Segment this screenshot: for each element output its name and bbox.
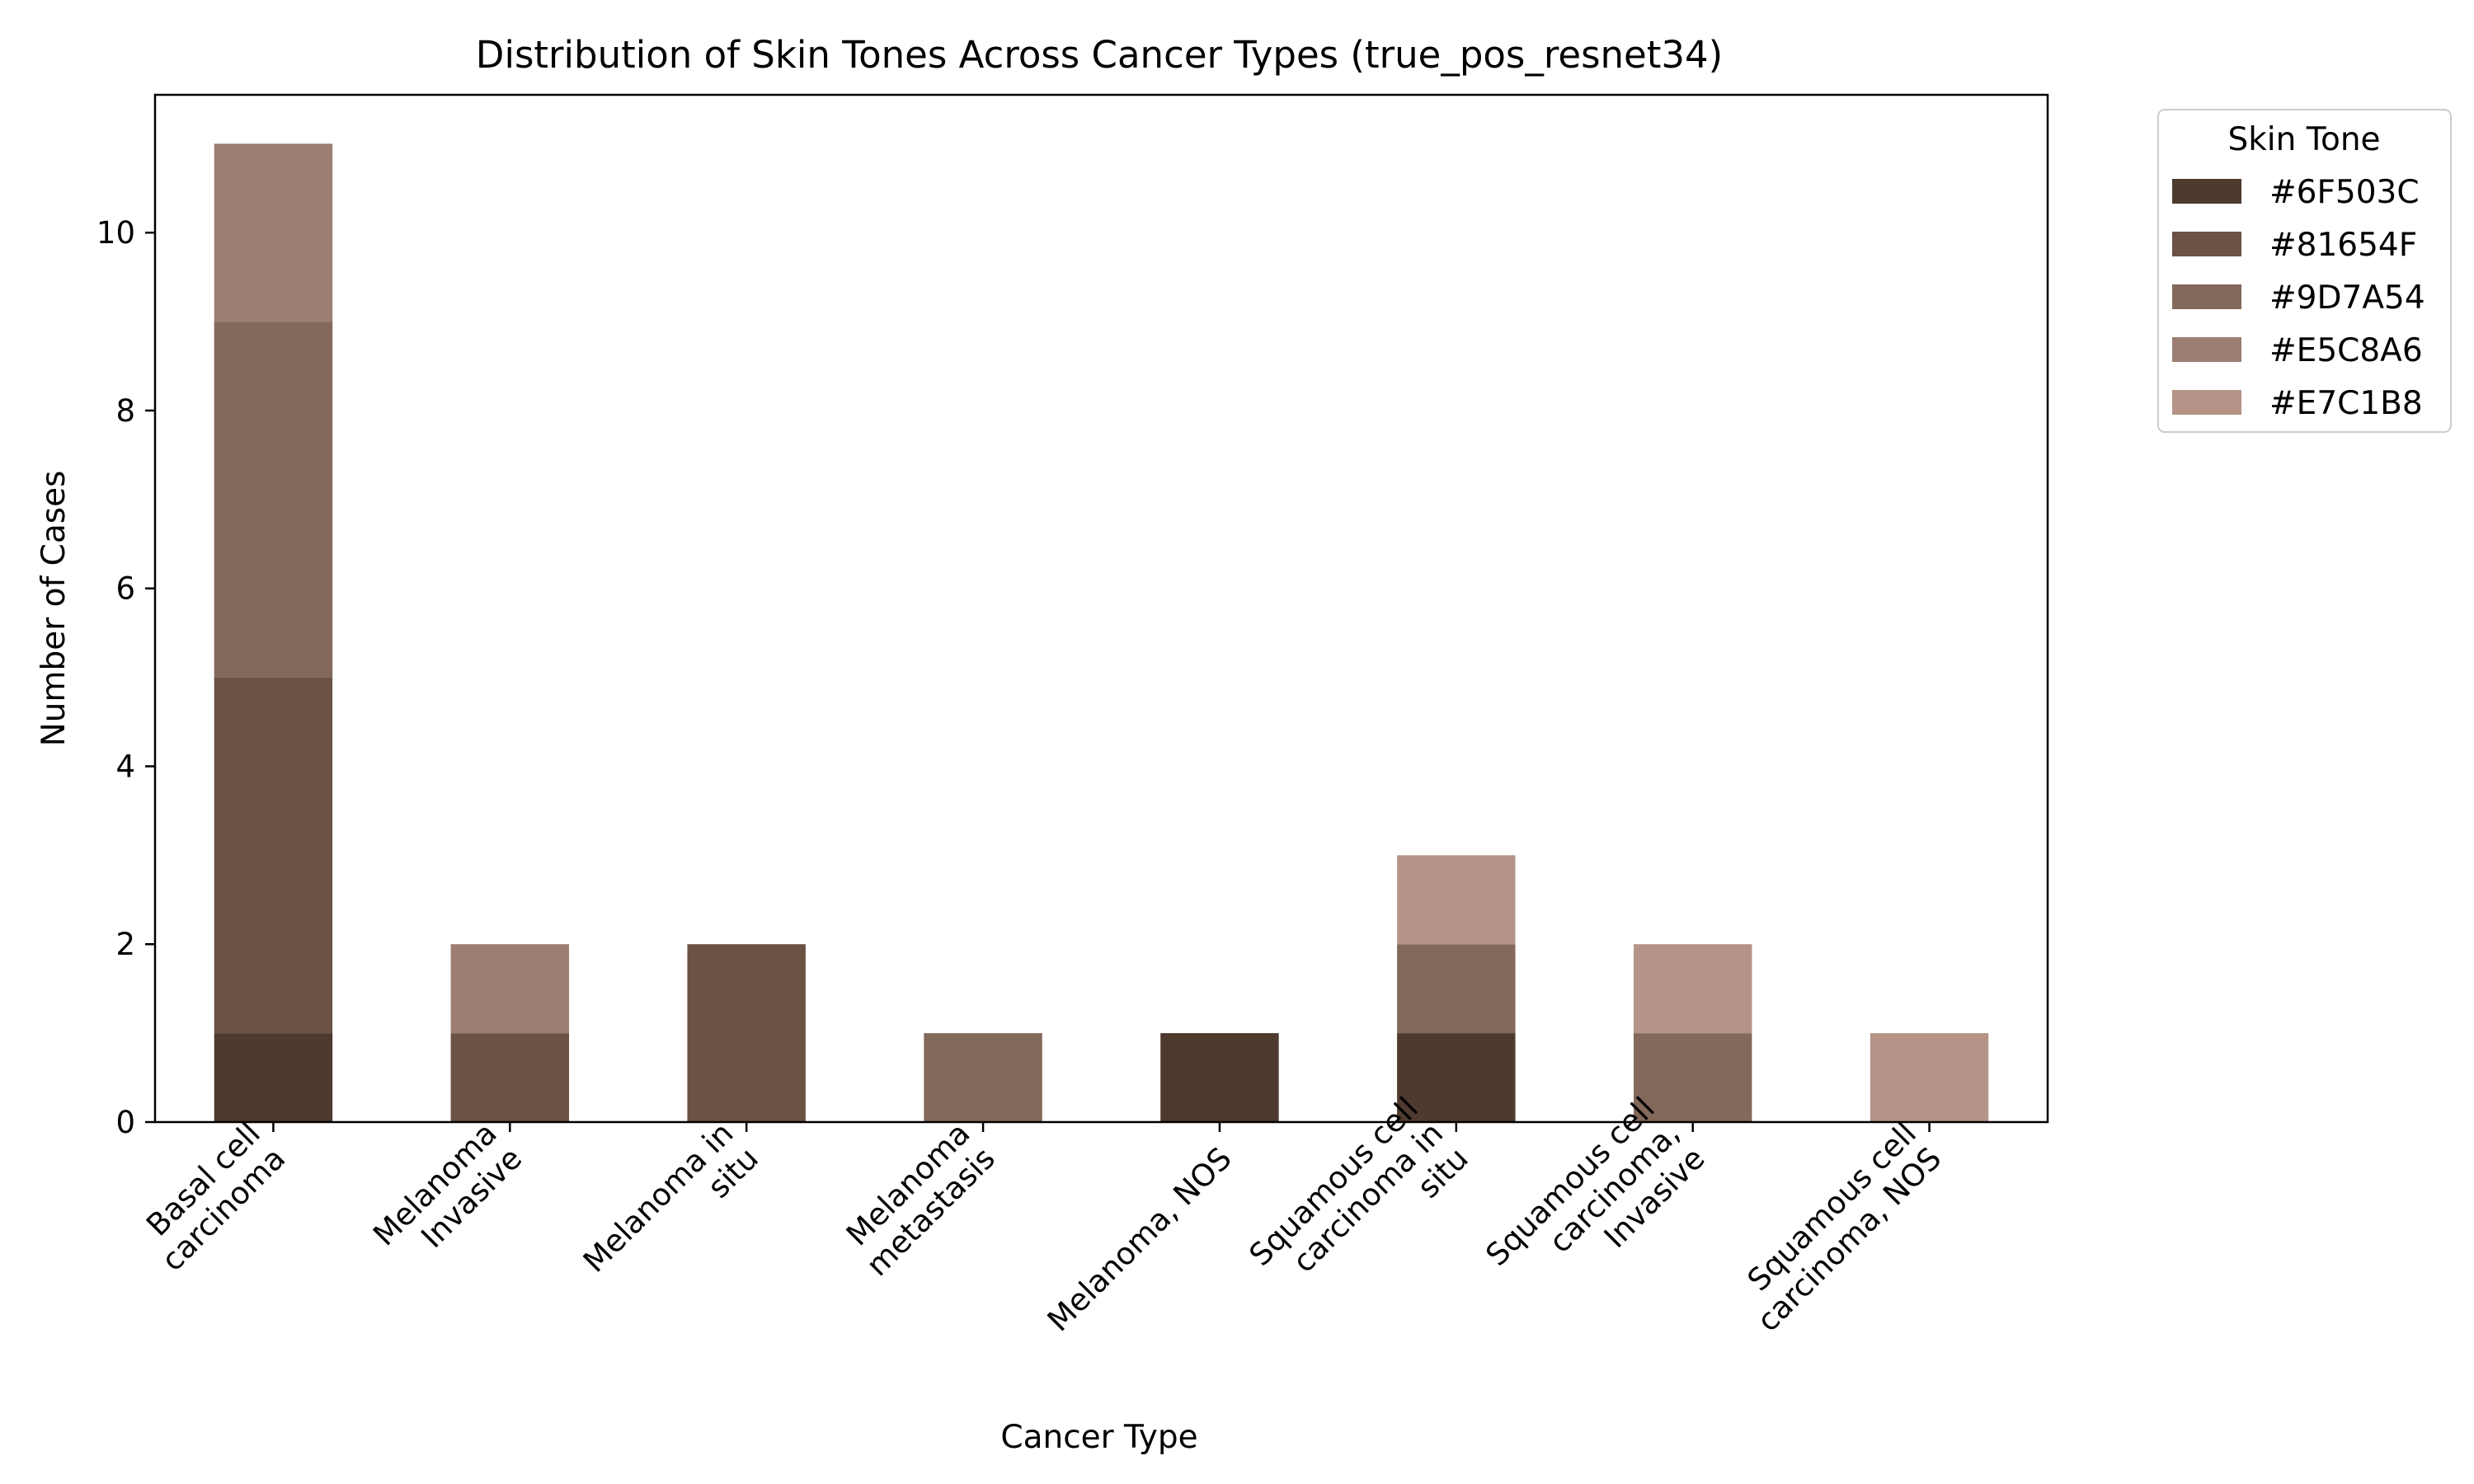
bar-segment-1-1 xyxy=(450,1033,570,1122)
bar-segment-6-4 xyxy=(1633,944,1752,1034)
y-tick-label: 10 xyxy=(96,215,135,251)
legend-label: #E7C1B8 xyxy=(2269,385,2423,422)
x-tick-label: Melanomametastasis xyxy=(835,1115,1002,1283)
legend-label: #81654F xyxy=(2269,227,2417,264)
legend-swatch xyxy=(2172,284,2241,309)
legend-swatch xyxy=(2172,337,2241,362)
bar-segment-5-0 xyxy=(1397,1033,1516,1122)
y-tick-label: 0 xyxy=(115,1105,135,1140)
legend-swatch xyxy=(2172,179,2241,204)
plot-frame xyxy=(153,93,2049,1124)
x-axis-label: Cancer Type xyxy=(1000,1419,1197,1456)
x-tick-label: Basal cellcarcinoma xyxy=(129,1115,292,1278)
bar-segment-5-2 xyxy=(1397,944,1516,1034)
bar-segment-7-4 xyxy=(1870,1033,1989,1122)
legend-swatch xyxy=(2172,232,2241,256)
x-tick-label: MelanomaInvasive xyxy=(366,1115,529,1278)
y-tick-label: 4 xyxy=(115,749,135,784)
legend-swatch xyxy=(2172,390,2241,415)
legend-label: #6F503C xyxy=(2269,174,2420,211)
legend-entries: #6F503C #81654F #9D7A54 #E5C8A6 #E7C1B8 xyxy=(2172,174,2425,422)
legend-label: #E5C8A6 xyxy=(2269,332,2423,369)
bar-segment-0-1 xyxy=(214,677,333,1034)
bar-segment-0-2 xyxy=(214,322,333,678)
x-tick-label-line: Melanoma, NOS xyxy=(1041,1140,1239,1338)
x-axis: Basal cellcarcinoma MelanomaInvasive Melan… xyxy=(129,1091,1949,1339)
bar-segment-0-0 xyxy=(214,1033,333,1122)
chart-title: Distribution of Skin Tones Across Cancer… xyxy=(476,33,1723,77)
x-tick-label: Squamous cellcarcinoma, NOS xyxy=(1725,1115,1949,1339)
y-axis-label: Number of Cases xyxy=(35,471,73,747)
bar-segment-1-3 xyxy=(450,944,570,1034)
bar-segment-6-2 xyxy=(1633,1033,1752,1122)
y-tick-label: 2 xyxy=(115,927,135,962)
legend-title: Skin Tone xyxy=(2227,121,2380,158)
bar-segment-0-3 xyxy=(214,143,333,322)
y-tick-label: 8 xyxy=(115,393,135,429)
y-tick-label: 6 xyxy=(115,571,135,607)
bar-segments xyxy=(214,143,1989,1122)
bar-segment-4-0 xyxy=(1160,1033,1279,1122)
x-tick-label: Squamous cellcarcinoma,Invasive xyxy=(1479,1091,1711,1323)
x-tick-label-line: Melanoma in xyxy=(576,1115,741,1280)
bar-segment-2-1 xyxy=(687,944,806,1122)
bar-segment-5-4 xyxy=(1397,855,1516,945)
y-axis: 0 2 4 6 8 10 xyxy=(96,215,155,1140)
x-tick-label: Melanoma insitu xyxy=(576,1115,765,1304)
legend: Skin Tone #6F503C #81654F #9D7A54 #E5C8A6 #E… xyxy=(2157,109,2452,433)
legend-label: #9D7A54 xyxy=(2269,279,2425,317)
x-tick-label: Melanoma, NOS xyxy=(1041,1140,1239,1338)
bar-segment-3-2 xyxy=(924,1033,1042,1122)
x-tick-label: Squamous cellcarcinoma insitu xyxy=(1243,1091,1475,1323)
